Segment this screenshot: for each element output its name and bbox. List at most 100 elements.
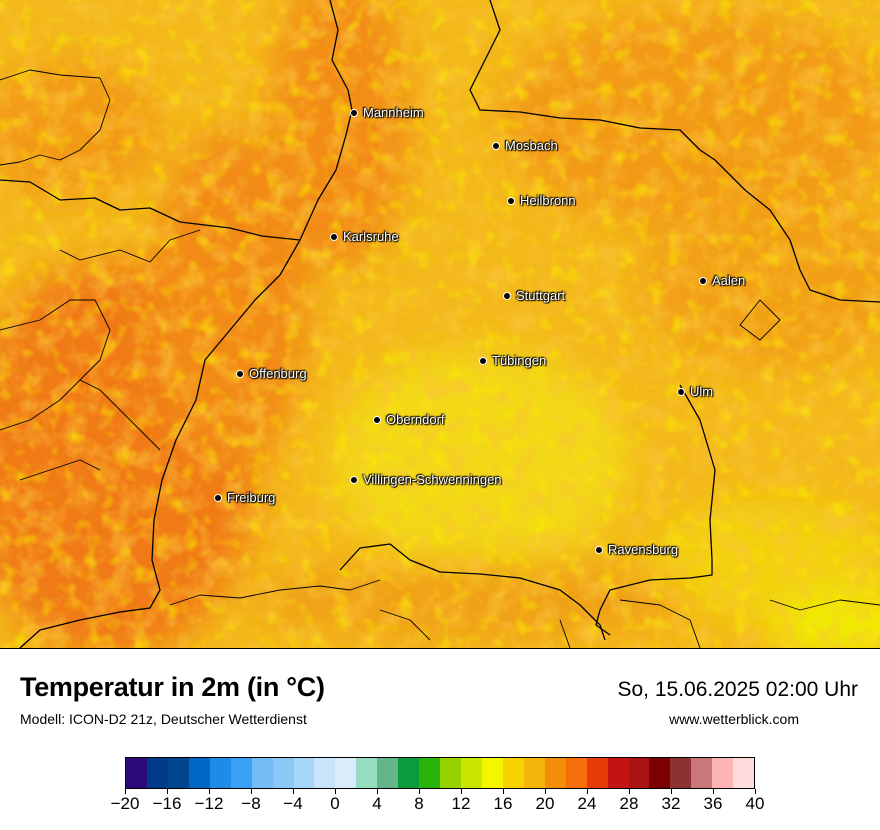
legend-tick-mark <box>544 789 546 794</box>
legend-swatch <box>544 758 566 788</box>
legend-tick-label: 8 <box>414 794 424 813</box>
legend-tick-mark <box>712 789 714 794</box>
legend-tick-label: 0 <box>330 794 340 813</box>
city-label: Aalen <box>712 273 746 288</box>
city-dot <box>492 141 500 150</box>
legend-tick-label: −16 <box>152 794 182 813</box>
map-title: Temperatur in 2m (in °C) <box>20 672 325 702</box>
city-marker-oberndorf: Oberndorf <box>373 412 445 427</box>
legend-tick-mark <box>418 789 420 794</box>
legend-tick-label: 32 <box>661 794 681 813</box>
city-label: Ravensburg <box>608 542 679 557</box>
legend-tick-mark <box>166 789 168 794</box>
legend-swatch <box>335 758 357 788</box>
legend-tick-label: 40 <box>745 794 765 813</box>
legend-swatch <box>146 758 168 788</box>
legend-swatch <box>126 758 147 788</box>
legend-swatch <box>586 758 608 788</box>
city-dot <box>330 232 338 241</box>
forecast-datetime: So, 15.06.2025 02:00 Uhr <box>617 678 858 701</box>
legend-tick-label: 20 <box>535 794 555 813</box>
legend-tick-mark <box>586 789 588 794</box>
city-dot <box>350 108 358 117</box>
legend-tick-mark <box>334 789 336 794</box>
legend-swatch <box>670 758 692 788</box>
legend-tick-label: 4 <box>372 794 382 813</box>
legend-swatch <box>440 758 461 788</box>
legend-swatch <box>565 758 587 788</box>
city-label: Villingen-Schwenningen <box>363 472 502 487</box>
city-label: Karlsruhe <box>343 229 399 244</box>
city-dot <box>699 276 707 285</box>
city-dot <box>595 545 603 554</box>
legend-swatch <box>691 758 713 788</box>
city-marker-ulm: Ulm <box>677 384 713 399</box>
city-dot <box>677 387 685 396</box>
city-label: Heilbronn <box>520 193 576 208</box>
city-marker-tuebingen: Tübingen <box>479 353 546 368</box>
city-marker-offenburg: Offenburg <box>236 366 307 381</box>
city-marker-mannheim: Mannheim <box>350 105 424 120</box>
city-label: Mosbach <box>505 138 558 153</box>
legend-swatch <box>649 758 671 788</box>
city-marker-karlsruhe: Karlsruhe <box>330 229 399 244</box>
city-label: Stuttgart <box>516 288 566 303</box>
legend-swatch <box>461 758 482 788</box>
legend-swatch <box>712 758 734 788</box>
legend-swatch <box>628 758 650 788</box>
map-canvas <box>0 0 880 648</box>
legend-swatch <box>419 758 441 788</box>
city-label: Freiburg <box>227 490 276 505</box>
legend-swatch <box>230 758 252 788</box>
legend-swatch <box>502 758 524 788</box>
legend-tick-label: 12 <box>451 794 471 813</box>
legend-swatch <box>293 758 315 788</box>
legend-tick-mark <box>460 789 462 794</box>
city-marker-ravensburg: Ravensburg <box>595 542 678 557</box>
color-legend-ticks: −20 −16 −12 −8 −4 0 4 8 12 16 20 24 28 32 36 40 <box>111 789 764 819</box>
legend-tick-mark <box>376 789 378 794</box>
legend-swatch <box>523 758 545 788</box>
city-marker-villingen-schwenningen: Villingen-Schwenningen <box>350 472 502 487</box>
legend-tick-mark <box>292 789 294 794</box>
city-dot <box>503 291 511 300</box>
legend-tick-label: −20 <box>110 794 140 813</box>
city-label: Ulm <box>690 384 714 399</box>
legend-tick-label: 24 <box>577 794 597 813</box>
city-dot <box>507 196 515 205</box>
legend-swatch <box>314 758 336 788</box>
city-marker-freiburg: Freiburg <box>214 490 275 505</box>
city-marker-stuttgart: Stuttgart <box>503 288 565 303</box>
legend-tick-label: 28 <box>619 794 639 813</box>
model-source: Modell: ICON-D2 21z, Deutscher Wetterdie… <box>20 711 307 727</box>
legend-tick-label: −12 <box>194 794 224 813</box>
legend-swatch <box>398 758 420 788</box>
city-dot <box>350 475 358 484</box>
legend-swatch <box>356 758 378 788</box>
legend-swatch <box>481 758 503 788</box>
city-marker-heilbronn: Heilbronn <box>507 193 576 208</box>
legend-tick-mark <box>208 789 210 794</box>
legend-tick-label: −8 <box>241 794 261 813</box>
city-dot <box>373 415 381 424</box>
city-label: Mannheim <box>363 105 424 120</box>
city-dot <box>479 356 487 365</box>
legend-tick-mark <box>670 789 672 794</box>
legend-swatch <box>251 758 273 788</box>
city-dot <box>236 369 244 378</box>
legend-swatch <box>209 758 231 788</box>
legend-swatch <box>167 758 189 788</box>
legend-tick-mark <box>628 789 630 794</box>
legend-swatch <box>272 758 294 788</box>
city-label: Tübingen <box>492 353 547 368</box>
website-link[interactable]: www.wetterblick.com <box>669 711 799 727</box>
legend-tick-mark <box>250 789 252 794</box>
city-marker-aalen: Aalen <box>699 273 745 288</box>
legend-tick-label: 36 <box>703 794 723 813</box>
legend-swatch <box>377 758 399 788</box>
legend-tick-mark <box>754 789 756 794</box>
legend-swatch <box>188 758 210 788</box>
legend-tick-label: 16 <box>493 794 513 813</box>
state-borders <box>0 0 880 648</box>
legend-tick-mark <box>502 789 504 794</box>
